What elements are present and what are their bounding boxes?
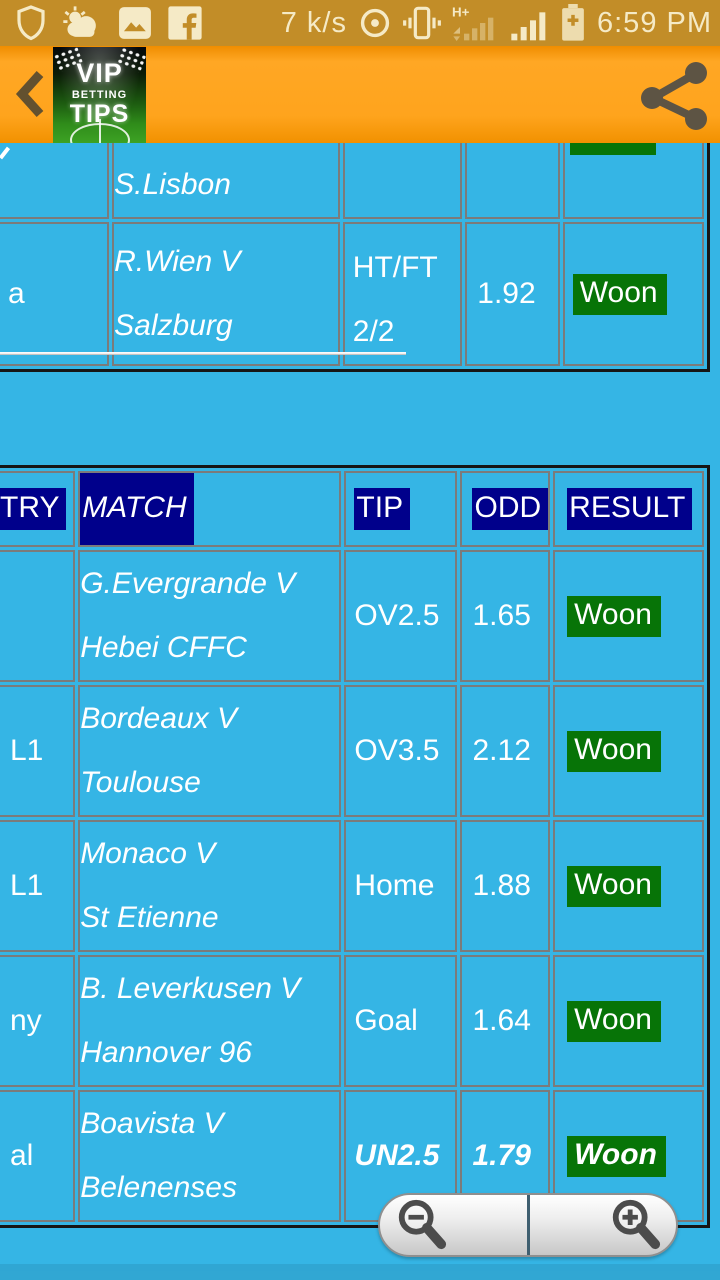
cell-odd: 1.64 bbox=[460, 955, 551, 1087]
zoom-controls bbox=[378, 1193, 678, 1257]
result-badge: Woon bbox=[567, 730, 661, 772]
bottom-shade bbox=[0, 1264, 720, 1280]
network-speed: 7 k/s bbox=[280, 6, 347, 39]
app-logo: VIP BETTING TIPS bbox=[53, 47, 146, 143]
table-row: al Boavista V Belenenses UN2.5 1.79 Woon bbox=[0, 1090, 704, 1222]
table-row: ny B. Leverkusen V Hannover 96 Goal 1.64… bbox=[0, 955, 704, 1087]
cell-match: Monaco V St Etienne bbox=[78, 820, 342, 952]
signal-hplus-icon: H+ bbox=[452, 4, 500, 42]
cell-odd: 1.92 bbox=[465, 222, 560, 366]
zoom-divider bbox=[526, 1195, 530, 1255]
result-badge: Woon bbox=[567, 1135, 666, 1177]
header-tip: TIP bbox=[344, 471, 458, 547]
table-row: L1 Monaco V St Etienne Home 1.88 Woon bbox=[0, 820, 704, 952]
partial-result-badge bbox=[570, 143, 656, 155]
back-chevron-icon bbox=[14, 69, 48, 124]
cell-tip bbox=[342, 143, 463, 219]
logo-text-betting: BETTING bbox=[71, 89, 128, 101]
cell-country: a bbox=[0, 222, 110, 366]
pitch-center-line bbox=[98, 119, 101, 143]
cell-match: Boavista V Belenenses bbox=[78, 1090, 342, 1222]
status-bar: 7 k/s H+ bbox=[0, 0, 720, 46]
back-button[interactable] bbox=[8, 70, 54, 122]
cell-match: R.Wien V Salzburg bbox=[112, 222, 340, 366]
share-icon bbox=[639, 61, 711, 135]
share-button[interactable] bbox=[636, 61, 714, 135]
result-badge: Woon bbox=[567, 1000, 661, 1042]
cell-country bbox=[0, 143, 110, 219]
zoom-in-icon bbox=[608, 1197, 662, 1254]
cell-country: L1 bbox=[0, 820, 76, 952]
cell-result: Woon bbox=[553, 685, 704, 817]
table-row: G.Evergrande V Hebei CFFC OV2.5 1.65 Woo… bbox=[0, 550, 704, 682]
cell-match: G.Evergrande V Hebei CFFC bbox=[78, 550, 342, 682]
cell-tip: Home bbox=[344, 820, 458, 952]
weather-icon bbox=[61, 5, 103, 41]
table-row: a R.Wien V Salzburg HT/FT 2/2 1.92 Woon bbox=[0, 222, 704, 366]
table-row: S.Lisbon bbox=[0, 143, 704, 219]
cell-odd: 1.79 bbox=[460, 1090, 551, 1222]
result-badge: Woon bbox=[567, 865, 661, 907]
cell-odd: 1.88 bbox=[460, 820, 551, 952]
header-country: TRY bbox=[0, 471, 76, 547]
gallery-icon bbox=[117, 5, 153, 41]
zoom-out-icon bbox=[394, 1197, 448, 1254]
header-result: RESULT bbox=[553, 471, 704, 547]
cell-country: al bbox=[0, 1090, 76, 1222]
cell-odd: 2.12 bbox=[460, 685, 551, 817]
vibrate-icon bbox=[402, 5, 442, 41]
table-header-row: TRY MATCH TIP ODD RESULT bbox=[0, 471, 704, 547]
cell-match: Bordeaux V Toulouse bbox=[78, 685, 342, 817]
header-odd: ODD bbox=[460, 471, 551, 547]
facebook-icon bbox=[167, 5, 203, 41]
svg-text:H+: H+ bbox=[452, 4, 470, 19]
logo-text-vip: VIP bbox=[76, 58, 123, 88]
cell-odd: 1.65 bbox=[460, 550, 551, 682]
result-badge: Woon bbox=[567, 595, 661, 637]
status-bar-left bbox=[8, 5, 210, 41]
cell-match: S.Lisbon bbox=[112, 143, 340, 219]
shield-icon bbox=[15, 5, 47, 41]
cell-tip: HT/FT 2/2 bbox=[342, 222, 463, 366]
previous-tips-table: S.Lisbon a R.Wien V Salzburg HT/FT 2/2 1… bbox=[0, 143, 710, 372]
status-bar-right: 7 k/s H+ bbox=[281, 4, 712, 42]
cell-result: Woon bbox=[562, 222, 704, 366]
cell-result: Woon bbox=[553, 955, 704, 1087]
cell-result bbox=[562, 143, 704, 219]
cell-result: Woon bbox=[553, 550, 704, 682]
tips-table: TRY MATCH TIP ODD RESULT G.Evergrande V … bbox=[0, 465, 710, 1228]
divider-line bbox=[0, 352, 406, 355]
header-match: MATCH bbox=[78, 471, 342, 547]
cell-country: L1 bbox=[0, 685, 76, 817]
cell-odd bbox=[465, 143, 560, 219]
cell-match: B. Leverkusen V Hannover 96 bbox=[78, 955, 342, 1087]
signal-icon bbox=[510, 4, 550, 42]
zoom-in-button[interactable] bbox=[530, 1195, 677, 1255]
clock: 6:59 PM bbox=[597, 6, 712, 39]
logo-text-tips: TIPS bbox=[69, 100, 130, 128]
hotspot-icon bbox=[358, 6, 392, 40]
result-badge: Woon bbox=[572, 273, 667, 315]
cell-tip: Goal bbox=[344, 955, 458, 1087]
content-area: S.Lisbon a R.Wien V Salzburg HT/FT 2/2 1… bbox=[0, 143, 720, 1280]
cell-country: ny bbox=[0, 955, 76, 1087]
table-row: L1 Bordeaux V Toulouse OV3.5 2.12 Woon bbox=[0, 685, 704, 817]
battery-charging-icon bbox=[560, 4, 586, 42]
cell-tip: OV3.5 bbox=[344, 685, 458, 817]
cell-country bbox=[0, 550, 76, 682]
cell-tip: OV2.5 bbox=[344, 550, 458, 682]
zoom-out-button[interactable] bbox=[380, 1195, 527, 1255]
action-bar: VIP BETTING TIPS bbox=[0, 46, 720, 143]
cell-result: Woon bbox=[553, 820, 704, 952]
